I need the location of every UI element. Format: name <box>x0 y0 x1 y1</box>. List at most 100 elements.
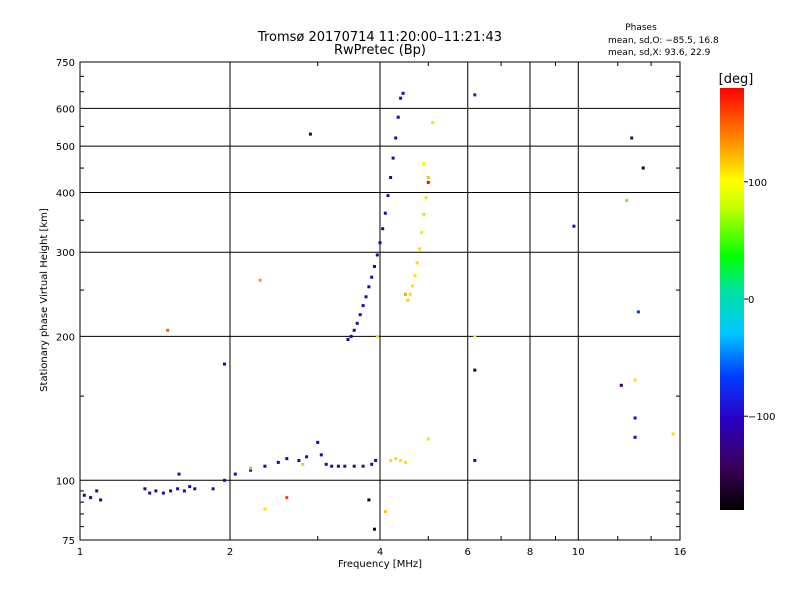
y-axis: 75 100 200 300 400 500 600 750 <box>56 58 680 547</box>
data-point-x <box>389 459 393 462</box>
data-point-x <box>406 298 410 302</box>
data-point-o <box>352 328 356 332</box>
plot-grid <box>80 62 680 540</box>
data-point-o <box>375 253 379 257</box>
data-point-o <box>399 96 403 100</box>
y-axis-label: Stationary phase Virtual Height [km] <box>39 208 50 392</box>
data-point-o <box>633 416 637 420</box>
data-point-o <box>373 527 376 531</box>
data-point-o <box>233 472 237 476</box>
y-tick-label: 300 <box>56 248 75 259</box>
data-point-o <box>336 464 340 468</box>
data-point-o <box>316 440 320 444</box>
data-point-o <box>223 362 226 366</box>
data-point-o <box>95 489 99 493</box>
data-point-o <box>572 224 576 228</box>
x-tick-label: 10 <box>572 547 585 558</box>
data-point-x <box>420 230 424 234</box>
data-point-o <box>148 491 152 495</box>
data-point-x <box>426 180 430 184</box>
y-tick-label: 600 <box>56 104 75 115</box>
data-point-o <box>319 453 323 457</box>
data-point-o <box>364 295 368 299</box>
x-tick-label: 4 <box>377 547 383 558</box>
data-point-x <box>166 328 170 332</box>
data-point-x <box>258 278 262 282</box>
data-point-o <box>378 241 382 245</box>
data-point-o <box>361 464 365 468</box>
data-point-o <box>223 478 226 482</box>
colorbar-tick-label: 0 <box>748 295 754 306</box>
data-point-x <box>426 176 430 179</box>
data-point-o <box>143 487 147 491</box>
data-point-o <box>630 136 634 140</box>
y-tick-label: 400 <box>56 188 75 199</box>
data-point-o <box>370 275 374 279</box>
data-point-o <box>297 459 301 462</box>
data-point-o <box>619 383 623 387</box>
data-point-x <box>671 432 675 436</box>
chart-title: Tromsø 20170714 11:20:00–11:21:43 <box>257 30 502 45</box>
data-point-o <box>176 487 180 491</box>
data-point-o <box>401 91 405 95</box>
stats-title: Phases <box>625 23 657 33</box>
data-point-o <box>361 304 365 308</box>
x-tick-label: 6 <box>465 547 471 558</box>
data-point-o <box>177 472 181 476</box>
data-point-o <box>389 176 393 179</box>
y-tick-label: 200 <box>56 332 75 343</box>
data-point-o <box>330 464 334 468</box>
y-tick-label: 500 <box>56 142 75 153</box>
chart-subtitle: RwPretec (Bp) <box>334 43 426 58</box>
data-point-x <box>263 507 267 511</box>
stats-x-mode: mean, sd,X: 93.6, 22.9 <box>608 48 711 58</box>
data-point-x <box>383 510 387 514</box>
data-point-x <box>399 459 403 462</box>
data-point-o <box>633 435 637 439</box>
data-point-o <box>82 493 86 497</box>
data-point-x <box>249 466 253 470</box>
x-tick-label: 8 <box>527 547 533 558</box>
data-point-o <box>386 194 390 198</box>
data-point-o <box>370 462 374 466</box>
data-point-x <box>431 121 435 125</box>
data-point-o <box>394 136 398 140</box>
data-point-x <box>422 162 426 165</box>
colorbar-tick-label: 100 <box>748 178 767 189</box>
data-point-o <box>367 285 371 289</box>
x-axis-label: Frequency [MHz] <box>338 559 422 570</box>
data-point-o <box>358 313 362 317</box>
colorbar-label: [deg] <box>719 72 754 87</box>
data-point-x <box>285 496 289 500</box>
data-point-x <box>424 196 428 200</box>
data-point-o <box>276 460 280 464</box>
data-point-x <box>426 437 430 441</box>
plot-frame <box>79 61 681 541</box>
y-tick-label: 100 <box>56 476 75 487</box>
data-point-x <box>394 457 398 461</box>
colorbar <box>720 88 744 510</box>
data-point-o <box>343 464 347 468</box>
data-point-o <box>285 457 289 461</box>
data-point-o <box>154 489 158 493</box>
data-point-o <box>161 491 165 495</box>
data-point-o <box>324 462 328 466</box>
data-point-x <box>411 284 415 288</box>
data-point-o <box>473 93 477 97</box>
data-point-o <box>636 310 640 314</box>
data-point-o <box>355 321 359 325</box>
data-point-x <box>413 274 417 278</box>
data-point-o <box>182 489 186 493</box>
data-point-o <box>263 464 267 468</box>
data-point-o <box>305 455 309 459</box>
data-point-o <box>249 468 253 472</box>
colorbar-tick-label: −100 <box>748 412 775 423</box>
data-point-x <box>633 378 637 382</box>
y-tick-label: 75 <box>62 536 75 547</box>
x-tick-label: 2 <box>227 547 233 558</box>
data-point-o <box>473 368 477 372</box>
data-point-o <box>373 265 376 268</box>
data-point-o <box>89 496 93 500</box>
colorbar-axis: 100 0 −100 <box>744 178 775 423</box>
